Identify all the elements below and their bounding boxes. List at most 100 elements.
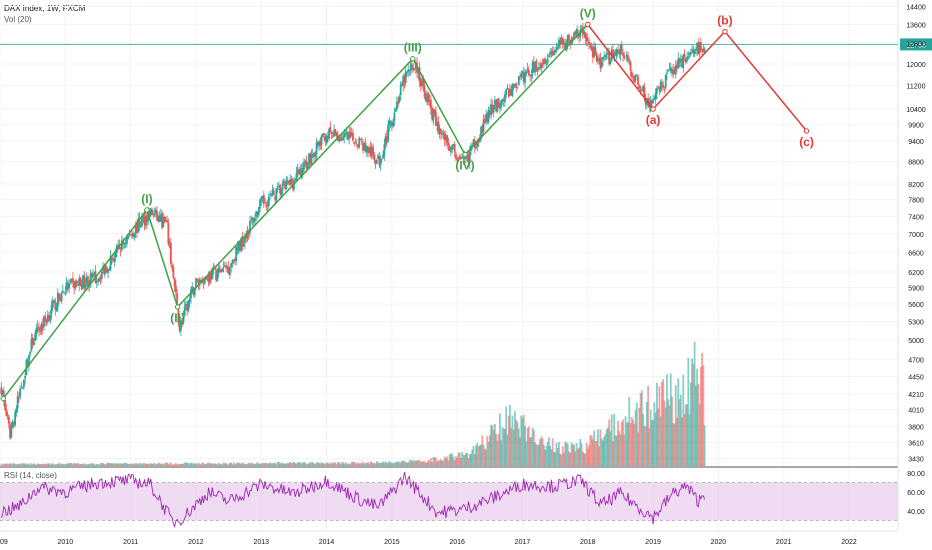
wave-point bbox=[462, 151, 468, 158]
volume-bar bbox=[392, 463, 395, 466]
volume-bar bbox=[352, 461, 354, 466]
candle-body bbox=[609, 61, 612, 64]
candle-body bbox=[326, 137, 329, 139]
candle-body bbox=[607, 53, 609, 55]
candle-body bbox=[12, 422, 15, 425]
volume-bar bbox=[357, 462, 359, 466]
candle-body bbox=[656, 88, 658, 94]
candle-body bbox=[525, 71, 528, 75]
volume-bar bbox=[117, 463, 120, 466]
candle-body bbox=[677, 58, 680, 69]
volume-bar bbox=[581, 451, 584, 466]
volume-bar bbox=[353, 462, 356, 466]
candle-body bbox=[335, 132, 338, 137]
candle-body bbox=[277, 186, 280, 188]
candle-body bbox=[466, 154, 469, 159]
candle-body bbox=[586, 39, 589, 41]
candle-body bbox=[10, 427, 13, 438]
price-tick-label: 3610 bbox=[908, 440, 924, 447]
volume-bar bbox=[586, 448, 589, 466]
volume-bar bbox=[142, 463, 145, 466]
volume-bar bbox=[308, 462, 310, 466]
volume-bar bbox=[74, 463, 77, 466]
candle-body bbox=[568, 35, 570, 40]
price-tick-label: 6200 bbox=[908, 270, 924, 277]
volume-bar bbox=[153, 462, 156, 466]
candle-body bbox=[20, 387, 23, 389]
volume-bar bbox=[439, 459, 442, 466]
volume-bar bbox=[169, 462, 172, 466]
volume-bar bbox=[654, 412, 657, 466]
volume-bar bbox=[156, 464, 158, 466]
candle-body bbox=[468, 151, 471, 163]
candle-body bbox=[431, 108, 433, 120]
volume-bar bbox=[443, 456, 446, 466]
volume-bar bbox=[500, 440, 503, 466]
volume-bar bbox=[315, 462, 318, 466]
volume-bar bbox=[249, 463, 251, 466]
candle-body bbox=[483, 120, 486, 124]
volume-bar bbox=[206, 463, 209, 466]
volume-bar bbox=[102, 463, 104, 466]
volume-bar bbox=[44, 463, 47, 466]
candle-body bbox=[161, 213, 163, 228]
candle-body bbox=[502, 99, 505, 101]
candle-body bbox=[181, 320, 184, 324]
candle-body bbox=[674, 65, 677, 75]
candle-body bbox=[95, 280, 98, 282]
wave-label: (c) bbox=[799, 135, 814, 149]
volume-bar bbox=[90, 463, 93, 466]
wave-point bbox=[650, 106, 656, 112]
candle-body bbox=[142, 216, 145, 219]
volume-bar bbox=[251, 462, 254, 466]
volume-bar bbox=[124, 462, 127, 466]
candle-body bbox=[252, 218, 255, 223]
volume-bar bbox=[622, 419, 624, 466]
candle-body bbox=[227, 266, 230, 274]
candle-body bbox=[193, 288, 196, 296]
candle-body bbox=[129, 234, 132, 236]
volume-bar bbox=[70, 463, 73, 466]
volume-bar bbox=[423, 461, 426, 466]
volume-bar bbox=[53, 464, 55, 466]
price-tick-label: 4010 bbox=[908, 407, 924, 414]
candle-body bbox=[139, 226, 142, 228]
candle-body bbox=[39, 331, 42, 332]
wave-point bbox=[174, 304, 181, 310]
candle-body bbox=[321, 134, 324, 137]
volume-bar bbox=[60, 463, 63, 466]
candle-body bbox=[164, 220, 167, 222]
candle-body bbox=[384, 136, 387, 145]
volume-bar bbox=[475, 445, 477, 466]
volume-bar bbox=[26, 463, 29, 466]
volume-bar bbox=[486, 436, 489, 466]
candle-body bbox=[46, 314, 49, 323]
candle-body bbox=[24, 376, 27, 379]
volume-bar bbox=[363, 463, 366, 466]
volume-bar bbox=[510, 427, 513, 466]
volume-bar bbox=[231, 464, 234, 466]
volume-bar bbox=[234, 464, 236, 466]
volume-bar bbox=[110, 463, 113, 466]
volume-bar bbox=[51, 463, 54, 466]
volume-bar bbox=[261, 463, 264, 466]
volume-bar bbox=[422, 460, 425, 466]
volume-bar bbox=[493, 424, 496, 466]
volume-bar bbox=[683, 414, 686, 466]
candle-body bbox=[438, 128, 441, 134]
wave-point bbox=[803, 128, 810, 134]
volume-bar bbox=[87, 464, 89, 466]
volume-bars bbox=[0, 341, 706, 466]
price-tick-label: 5000 bbox=[908, 338, 924, 345]
volume-bar bbox=[473, 454, 476, 466]
candle-body bbox=[218, 266, 221, 268]
volume-bar bbox=[558, 442, 560, 466]
candle-body bbox=[36, 326, 39, 328]
candle-body bbox=[662, 85, 665, 88]
candle-body bbox=[534, 61, 536, 73]
volume-bar bbox=[663, 400, 666, 466]
volume-bar bbox=[132, 464, 135, 466]
candle-body bbox=[488, 110, 491, 115]
candle-body bbox=[643, 87, 646, 98]
